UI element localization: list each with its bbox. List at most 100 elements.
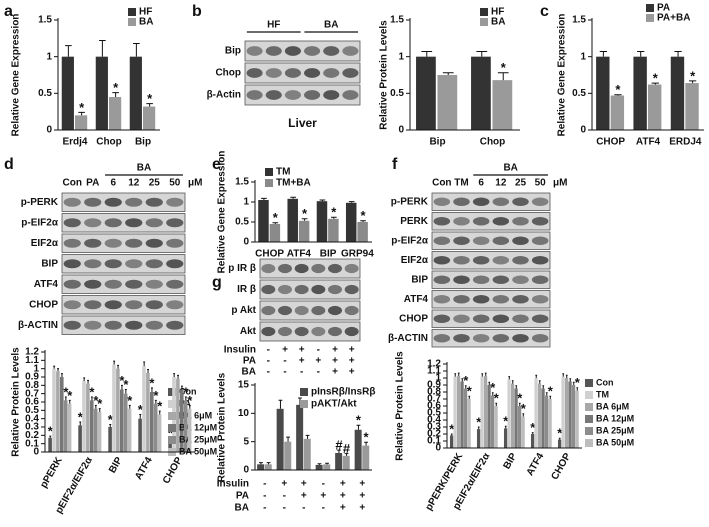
blot-band bbox=[145, 300, 163, 310]
error-bar bbox=[109, 424, 112, 427]
blot-row-label: β-ACTIN bbox=[18, 320, 58, 331]
error-bar bbox=[78, 111, 85, 116]
error-bar bbox=[286, 436, 290, 442]
legend-label: BA 50μM bbox=[596, 437, 634, 447]
error-bar bbox=[508, 376, 511, 380]
y-tick-label: 0.5 bbox=[572, 88, 586, 99]
error-bar bbox=[177, 374, 180, 379]
bar bbox=[61, 56, 74, 130]
y-axis-label: Relative Protein Levels bbox=[379, 20, 390, 130]
condition-sign: + bbox=[281, 479, 287, 490]
lane-label: 25 bbox=[149, 178, 161, 189]
bar bbox=[146, 372, 150, 452]
blot-row-label: Akt bbox=[240, 326, 257, 337]
legend-swatch bbox=[168, 388, 176, 396]
blot-band bbox=[104, 279, 122, 289]
error-bar bbox=[112, 92, 119, 97]
error-bar bbox=[317, 463, 322, 465]
error-bar bbox=[301, 218, 308, 221]
blot-band bbox=[63, 218, 81, 228]
blot-strip bbox=[431, 251, 551, 270]
panel-letter: c bbox=[540, 3, 549, 20]
bar bbox=[97, 412, 102, 452]
error-bar bbox=[488, 381, 491, 385]
blot-band bbox=[472, 216, 490, 226]
blot-strip bbox=[259, 321, 361, 342]
error-bar bbox=[504, 425, 507, 429]
blot-band bbox=[531, 255, 549, 265]
y-tick-label: 0.5 bbox=[427, 408, 441, 419]
blot-band bbox=[104, 259, 122, 269]
legend-swatch bbox=[585, 427, 593, 435]
blot-band bbox=[472, 275, 490, 285]
y-tick-label: 0.4 bbox=[25, 413, 39, 424]
blot-band bbox=[166, 279, 184, 289]
significance-mark: * bbox=[449, 421, 455, 436]
error-bar bbox=[319, 199, 326, 202]
condition-sign: + bbox=[340, 479, 346, 490]
blot-band bbox=[145, 320, 163, 330]
blot-band bbox=[265, 90, 282, 100]
bar bbox=[568, 381, 572, 448]
group-label: BA bbox=[324, 20, 338, 31]
error-bar bbox=[117, 364, 120, 369]
y-tick-label: 1.2 bbox=[25, 347, 39, 358]
condition-sign: + bbox=[315, 356, 321, 367]
error-bar bbox=[139, 414, 142, 419]
blot-band bbox=[344, 326, 359, 337]
blot-band bbox=[125, 320, 143, 330]
blot-band bbox=[84, 300, 102, 310]
blot-band bbox=[433, 333, 451, 343]
condition-sign: + bbox=[340, 503, 346, 514]
bar bbox=[86, 383, 90, 452]
blot-row-label: p Akt bbox=[231, 305, 256, 316]
blot-band bbox=[104, 197, 122, 207]
legend-swatch bbox=[168, 424, 176, 432]
condition-name: Insulin bbox=[217, 479, 249, 490]
y-tick-label: 1.2 bbox=[427, 359, 441, 370]
bar bbox=[303, 438, 311, 470]
blot-band bbox=[531, 314, 549, 324]
error-bar bbox=[158, 410, 161, 415]
bar bbox=[168, 439, 172, 452]
bar bbox=[315, 464, 323, 470]
error-bar bbox=[325, 462, 329, 465]
bar bbox=[487, 385, 491, 448]
bar bbox=[610, 95, 625, 130]
bar bbox=[357, 222, 368, 242]
blot-band bbox=[63, 259, 81, 269]
bar bbox=[685, 83, 699, 130]
blot-band bbox=[323, 68, 340, 78]
bar bbox=[335, 453, 343, 470]
legend-swatch bbox=[265, 179, 273, 187]
condition-sign: - bbox=[322, 503, 325, 514]
significance-mark: * bbox=[93, 393, 99, 408]
bar bbox=[142, 366, 146, 452]
blot-row-label: CHOP bbox=[29, 299, 58, 310]
bar bbox=[492, 80, 513, 130]
significance-mark: * bbox=[153, 388, 159, 403]
blot-band bbox=[472, 294, 490, 304]
legend-swatch bbox=[480, 8, 488, 16]
lane-label: 50 bbox=[535, 178, 547, 189]
bar bbox=[449, 435, 454, 448]
blot-band bbox=[512, 216, 529, 226]
blot-band bbox=[84, 320, 102, 330]
y-tick-label: 0.4 bbox=[427, 415, 441, 426]
condition-sign: + bbox=[301, 479, 307, 490]
significance-mark: * bbox=[494, 391, 500, 406]
bar bbox=[328, 218, 339, 242]
blot-row-label: Bip bbox=[225, 46, 241, 57]
significance-mark: * bbox=[48, 424, 54, 439]
error-bar bbox=[477, 426, 480, 430]
lane-label: 25 bbox=[515, 178, 527, 189]
condition-sign: + bbox=[320, 491, 326, 502]
blot-row-label: Chop bbox=[215, 68, 241, 79]
lane-label: Con bbox=[432, 178, 451, 189]
y-tick-label: 5 bbox=[243, 436, 249, 447]
x-tick-label: Chop bbox=[480, 137, 506, 148]
bar bbox=[575, 390, 579, 448]
bar bbox=[534, 378, 538, 448]
y-tick-label: 0.8 bbox=[427, 387, 441, 398]
blot-row-label: p-PERK bbox=[21, 197, 59, 208]
